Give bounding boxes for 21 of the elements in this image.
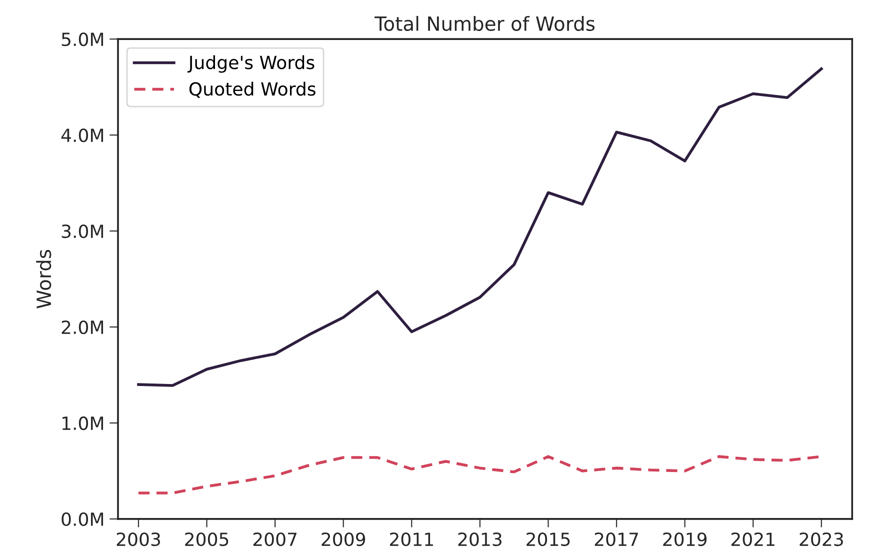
y-tick-label: 0.0M	[62, 512, 104, 526]
x-tick-label: 2003	[116, 532, 160, 546]
chart-title: Total Number of Words	[374, 16, 595, 32]
x-tick-label: 2007	[253, 532, 296, 546]
legend-label: Judge's Words	[187, 55, 314, 73]
x-tick-label: 2011	[390, 532, 433, 546]
y-tick-label: 5.0M	[62, 32, 104, 46]
x-tick-label: 2023	[800, 532, 843, 546]
x-tick-label: 2019	[663, 532, 707, 546]
legend-label: Quoted Words	[189, 82, 316, 98]
x-tick-label: 2009	[322, 532, 366, 546]
y-tick-label: 4.0M	[61, 128, 104, 142]
x-tick-label: 2005	[185, 532, 228, 546]
y-tick-label: 1.0M	[62, 416, 104, 430]
x-tick-label: 2021	[731, 532, 774, 546]
x-tick-label: 2017	[594, 532, 638, 546]
x-tick-label: 2013	[458, 532, 502, 546]
x-tick-label: 2015	[526, 532, 570, 546]
y-tick-label: 3.0M	[62, 224, 104, 238]
y-axis-title: Words	[36, 250, 52, 308]
y-tick-label: 2.0M	[62, 320, 104, 334]
